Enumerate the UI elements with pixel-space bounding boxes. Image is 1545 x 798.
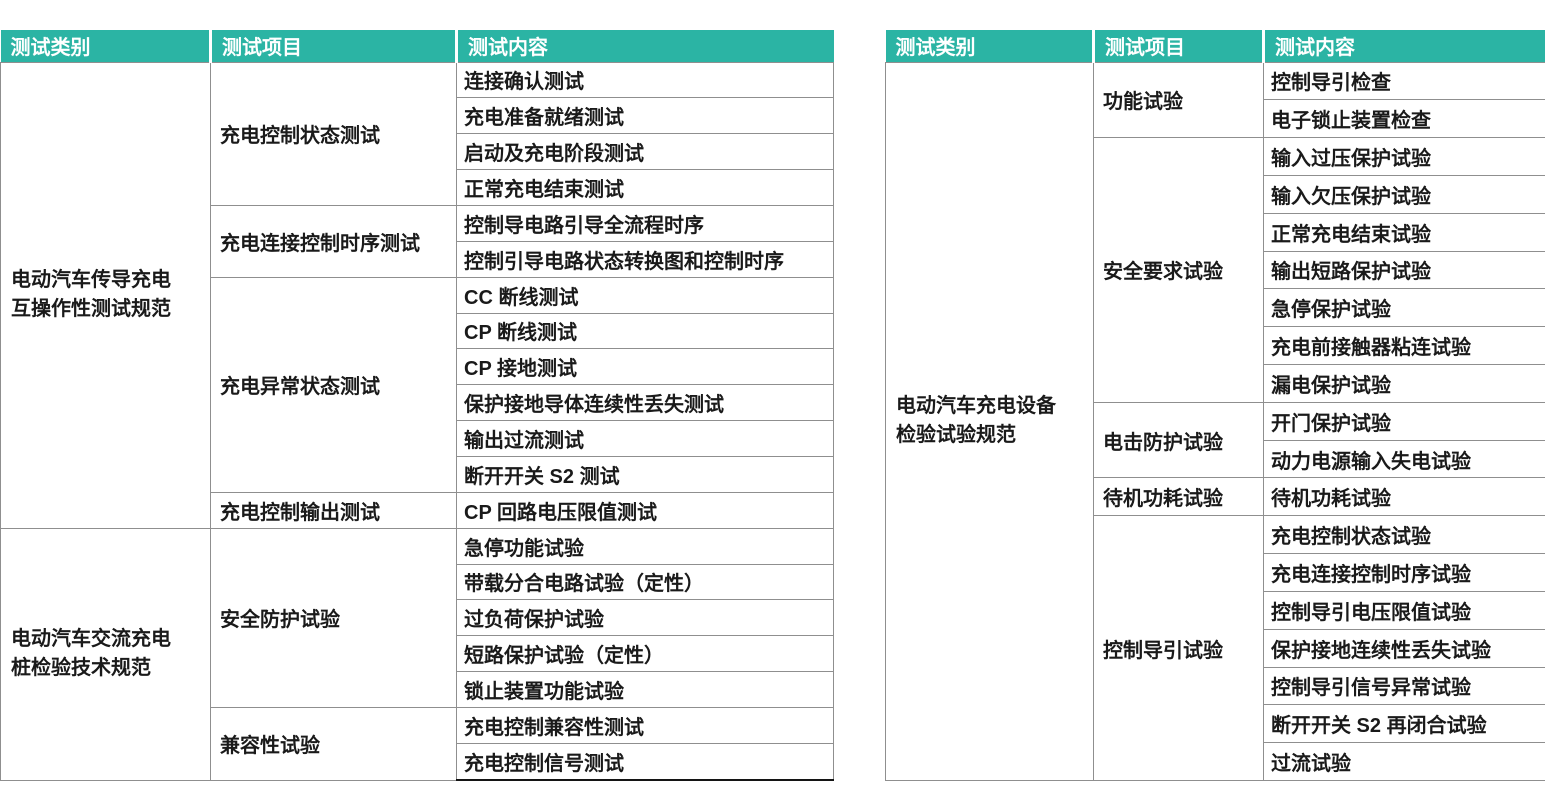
test-content-cell: CP 接地测试 xyxy=(456,348,834,386)
test-content-cell: 充电控制兼容性测试 xyxy=(456,706,834,744)
table-row: 充电连接控制时序试验 xyxy=(886,553,1545,592)
test-item-cell: 电击防护试验 xyxy=(1093,401,1264,479)
test-content-cell: 急停保护试验 xyxy=(1263,288,1545,328)
table-row: 充电连接控制时序测试 控制导电路引导全流程时序 xyxy=(1,204,834,278)
test-content-cell: 输出过流测试 xyxy=(456,420,834,457)
test-content-cell: 电子锁止装置检查 xyxy=(1263,99,1545,139)
table-row: 急停保护试验 xyxy=(886,288,1545,328)
test-content-cell: 短路保护试验（定性） xyxy=(456,635,834,673)
test-item-cell: 充电控制状态测试 xyxy=(210,61,457,206)
column-header-test-category: 测试类别 xyxy=(0,30,211,62)
table-row: 控制导引电压限值试验 xyxy=(886,590,1545,630)
table-row: 断开开关 S2 再闭合试验 xyxy=(886,704,1545,744)
table-row: 电动汽车充电设备 检验试验规范 功能试验 控制导引检查 xyxy=(885,61,1545,781)
category-cell: 电动汽车交流充电 桩检验技术规范 xyxy=(0,527,211,781)
test-content-cell: 启动及充电阶段测试 xyxy=(456,133,834,171)
test-content-cell: 断开开关 S2 再闭合试验 xyxy=(1263,704,1545,744)
table-row: 过流试验 xyxy=(886,742,1545,781)
table-row: 带载分合电路试验（定性） xyxy=(1,563,834,601)
table-row: CP 接地测试 xyxy=(1,348,834,386)
test-content-cell: 带载分合电路试验（定性） xyxy=(456,563,834,601)
table-row: 充电准备就绪测试 xyxy=(1,97,834,135)
test-item-cell: 安全要求试验 xyxy=(1093,137,1264,403)
test-content-cell: 输入过压保护试验 xyxy=(1263,137,1545,176)
test-content-cell: CP 断线测试 xyxy=(456,312,834,350)
table-row: 断开开关 S2 测试 xyxy=(1,455,834,493)
test-content-cell: 保护接地连续性丢失试验 xyxy=(1263,628,1545,668)
test-item-cell: 充电连接控制时序测试 xyxy=(210,204,457,278)
test-content-cell: 连接确认测试 xyxy=(456,61,834,99)
test-content-cell: 充电控制状态试验 xyxy=(1263,515,1545,555)
test-content-cell: 动力电源输入失电试验 xyxy=(1263,439,1545,479)
table-row: 充电控制输出测试 CP 回路电压限值测试 xyxy=(1,491,834,529)
test-item-cell: 安全防护试验 xyxy=(210,527,457,708)
test-content-cell: 控制引导电路状态转换图和控制时序 xyxy=(456,240,834,278)
table-row: 输入欠压保护试验 xyxy=(886,174,1545,214)
test-item-cell: 控制导引试验 xyxy=(1093,515,1264,781)
test-item-cell: 待机功耗试验 xyxy=(1093,477,1264,517)
test-content-cell: 控制导引信号异常试验 xyxy=(1263,666,1545,706)
column-header-test-content: 测试内容 xyxy=(1262,30,1545,62)
category-cell: 电动汽车充电设备 检验试验规范 xyxy=(885,61,1094,781)
table-row: 输出过流测试 xyxy=(1,420,834,457)
test-spec-table-left: 测试类别 测试项目 测试内容 电动汽车传导充电 互操作性测试规范 充电控制状态测试… xyxy=(0,30,834,781)
test-content-cell: 过流试验 xyxy=(1263,742,1545,781)
table-row: 充电异常状态测试 CC 断线测试 xyxy=(1,276,834,493)
table-row: 兼容性试验 充电控制兼容性测试 xyxy=(1,706,834,781)
table-row: 保护接地导体连续性丢失测试 xyxy=(1,384,834,422)
test-content-cell: 开门保护试验 xyxy=(1263,401,1545,441)
test-content-cell: 充电准备就绪测试 xyxy=(456,97,834,135)
test-content-cell: CC 断线测试 xyxy=(456,276,834,314)
test-spec-table-right: 测试类别 测试项目 测试内容 电动汽车充电设备 检验试验规范 功能试验 控制导引检查… xyxy=(885,30,1545,781)
test-content-cell: 正常充电结束试验 xyxy=(1263,212,1545,252)
test-content-cell: 锁止装置功能试验 xyxy=(456,671,834,708)
table-header-row: 测试类别 测试项目 测试内容 xyxy=(885,30,1545,62)
test-content-cell: 待机功耗试验 xyxy=(1263,477,1545,517)
test-content-cell: 输出短路保护试验 xyxy=(1263,250,1545,290)
table-row: 充电控制信号测试 xyxy=(1,742,834,781)
test-content-cell: 过负荷保护试验 xyxy=(456,599,834,637)
test-content-cell: 充电连接控制时序试验 xyxy=(1263,553,1545,592)
table-row: 漏电保护试验 xyxy=(886,364,1545,403)
test-item-cell: 充电控制输出测试 xyxy=(210,491,457,529)
table-row: 动力电源输入失电试验 xyxy=(886,439,1545,479)
test-content-cell: 控制导引电压限值试验 xyxy=(1263,590,1545,630)
test-content-cell: 充电前接触器粘连试验 xyxy=(1263,326,1545,365)
test-item-cell: 充电异常状态测试 xyxy=(210,276,457,493)
test-content-cell: 控制导电路引导全流程时序 xyxy=(456,204,834,242)
test-content-cell: 充电控制信号测试 xyxy=(456,742,834,781)
test-content-cell: 漏电保护试验 xyxy=(1263,364,1545,403)
table-row: 充电前接触器粘连试验 xyxy=(886,326,1545,365)
test-content-cell: CP 回路电压限值测试 xyxy=(456,491,834,529)
table-row: 正常充电结束试验 xyxy=(886,212,1545,252)
column-header-test-item: 测试项目 xyxy=(209,30,457,62)
test-content-cell: 保护接地导体连续性丢失测试 xyxy=(456,384,834,422)
table-row: 过负荷保护试验 xyxy=(1,599,834,637)
test-content-cell: 急停功能试验 xyxy=(456,527,834,565)
column-header-test-content: 测试内容 xyxy=(455,30,834,62)
table-row: 控制导引试验 充电控制状态试验 xyxy=(886,515,1545,781)
test-item-cell: 兼容性试验 xyxy=(210,706,457,781)
category-cell: 电动汽车传导充电 互操作性测试规范 xyxy=(0,61,211,529)
test-content-cell: 输入欠压保护试验 xyxy=(1263,174,1545,214)
table-row: 电击防护试验 开门保护试验 xyxy=(886,401,1545,479)
column-header-test-category: 测试类别 xyxy=(885,30,1094,62)
table-row: CP 断线测试 xyxy=(1,312,834,350)
table-row: 电动汽车交流充电 桩检验技术规范 安全防护试验 急停功能试验 xyxy=(0,527,834,781)
table-row: 启动及充电阶段测试 xyxy=(1,133,834,171)
column-header-test-item: 测试项目 xyxy=(1092,30,1264,62)
test-content-cell: 断开开关 S2 测试 xyxy=(456,455,834,493)
test-content-cell: 正常充电结束测试 xyxy=(456,169,834,206)
table-row: 安全要求试验 输入过压保护试验 xyxy=(886,137,1545,403)
table-row: 电动汽车传导充电 互操作性测试规范 充电控制状态测试 连接确认测试 xyxy=(0,61,834,529)
table-row: 输出短路保护试验 xyxy=(886,250,1545,290)
table-row: 控制引导电路状态转换图和控制时序 xyxy=(1,240,834,278)
test-item-cell: 功能试验 xyxy=(1093,61,1264,139)
test-content-cell: 控制导引检查 xyxy=(1263,61,1545,101)
table-header-row: 测试类别 测试项目 测试内容 xyxy=(0,30,834,62)
